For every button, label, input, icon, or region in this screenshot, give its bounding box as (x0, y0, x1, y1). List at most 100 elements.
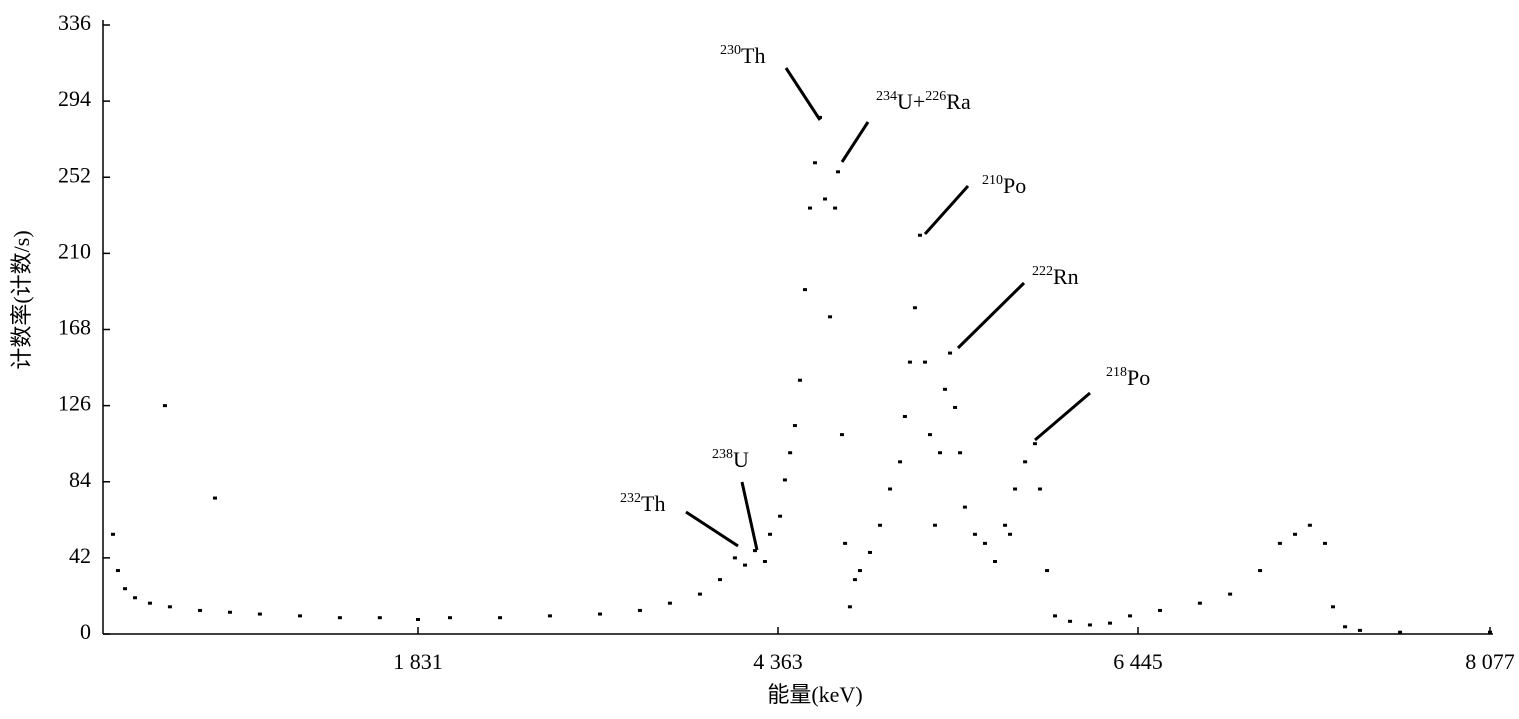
y-axis-title: 计数率(计数/s) (9, 230, 34, 369)
y-tick-label: 294 (58, 86, 91, 111)
data-point (1293, 532, 1298, 536)
annotation-line (740, 481, 759, 551)
data-point (547, 614, 552, 618)
annotation-sup: 222 (1032, 264, 1053, 279)
annotation-text: Po (1003, 173, 1026, 198)
data-point (115, 569, 120, 573)
data-point (1068, 619, 1073, 623)
data-point (823, 197, 828, 201)
data-point (847, 605, 852, 609)
data-point (1343, 625, 1348, 629)
data-point (1197, 601, 1202, 605)
annotation-text: Rn (1053, 264, 1079, 289)
annotation-sup: 232 (620, 491, 641, 506)
annotation-line (784, 67, 822, 121)
data-point (198, 608, 203, 612)
data-point (813, 161, 818, 165)
data-point (1023, 460, 1028, 464)
y-tick-label: 168 (58, 315, 91, 340)
data-point (498, 616, 503, 620)
annotation: 218Po (1106, 365, 1150, 390)
data-point (857, 569, 862, 573)
x-tick-label: 6 445 (1113, 649, 1163, 674)
data-point (227, 610, 232, 614)
data-point (792, 424, 797, 428)
data-point (1032, 442, 1037, 446)
data-point (802, 288, 807, 292)
data-point (1228, 592, 1233, 596)
x-tick-label: 1 831 (393, 649, 443, 674)
data-point (878, 523, 883, 527)
data-point (1087, 623, 1092, 627)
data-point (917, 233, 922, 237)
x-tick-label: 4 363 (753, 649, 803, 674)
data-point (958, 451, 963, 455)
x-tick-label: 8 077 (1465, 649, 1515, 674)
data-point (297, 614, 302, 618)
annotation-sup: 230 (720, 43, 741, 58)
data-point (839, 433, 844, 437)
annotation-text: Th (741, 43, 765, 68)
annotation-sup: 238 (712, 447, 733, 462)
data-point (778, 514, 783, 518)
data-point (1045, 569, 1050, 573)
data-point (337, 616, 342, 620)
data-point (1053, 614, 1058, 618)
annotation-text: Po (1127, 365, 1150, 390)
annotation-line (840, 121, 870, 163)
annotation-sup: 218 (1106, 365, 1127, 380)
annotation-line (1034, 391, 1091, 442)
data-point (888, 487, 893, 491)
annotation: 210Po (982, 173, 1026, 198)
annotation-text: U (733, 447, 749, 472)
annotation-line (685, 510, 739, 548)
data-point (902, 415, 907, 418)
annotation: 230Th (720, 43, 765, 68)
data-point (416, 618, 420, 621)
data-point (377, 616, 382, 620)
data-point (938, 451, 943, 455)
annotation: 222Rn (1032, 264, 1079, 289)
data-point (788, 451, 793, 455)
y-tick-label: 84 (69, 467, 91, 492)
data-point (167, 605, 172, 609)
annotation-line (956, 281, 1026, 350)
data-point (867, 550, 872, 554)
data-point (912, 306, 917, 310)
data-point (1008, 532, 1013, 536)
data-point (1277, 541, 1282, 545)
data-point (1330, 605, 1335, 609)
data-point (898, 460, 903, 464)
data-point (836, 170, 840, 174)
x-axis-title: 能量(keV) (767, 682, 862, 707)
data-point (1037, 487, 1042, 491)
data-point (1003, 523, 1008, 527)
data-point (807, 206, 812, 210)
data-point (852, 578, 857, 582)
data-point (717, 578, 722, 582)
data-point (782, 478, 787, 482)
y-tick-label: 42 (69, 543, 91, 568)
data-point (597, 612, 602, 616)
data-point (933, 523, 938, 527)
data-point (147, 601, 152, 605)
data-point (162, 404, 167, 408)
data-point (110, 532, 115, 536)
annotation-sup: 226 (925, 89, 946, 104)
data-point (982, 541, 987, 545)
y-tick-label: 252 (58, 162, 91, 187)
data-point (833, 206, 838, 210)
data-point (828, 315, 833, 319)
data-point (697, 592, 702, 596)
data-point (948, 351, 953, 355)
data-point (762, 560, 767, 563)
annotation: 238U (712, 447, 749, 472)
data-point (953, 405, 958, 409)
data-point (993, 560, 998, 563)
data-point (922, 360, 927, 364)
annotation: 232Th (620, 491, 665, 516)
annotation-text: Th (641, 491, 665, 516)
data-point (962, 505, 967, 509)
data-point (1128, 614, 1133, 618)
